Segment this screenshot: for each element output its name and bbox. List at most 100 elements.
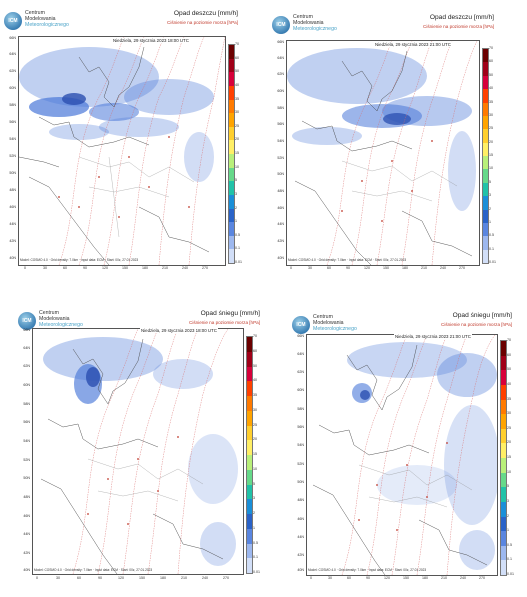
colorbar-segment: [483, 209, 488, 223]
colorbar-label: 10: [507, 469, 511, 474]
borders: [358, 464, 473, 508]
colorbar-segment: [483, 142, 488, 156]
precip-map-svg: [312, 335, 497, 575]
colorbar-segment: [501, 355, 506, 371]
colorbar-label: 15: [253, 452, 257, 456]
colorbar-segment: [501, 472, 506, 488]
colorbar-segment: [483, 115, 488, 130]
colorbar-segment: [501, 443, 506, 458]
borders: [87, 458, 204, 502]
colorbar-label: 0.01: [489, 260, 496, 264]
model-footer: Model: COSMO 4.0 · Grid density: 7.0km ·…: [34, 568, 153, 572]
colorbar-label: 40: [253, 378, 257, 383]
colorbar-label: 5: [507, 484, 509, 489]
colorbar-label: 10: [489, 166, 493, 171]
city-markers: [358, 442, 448, 531]
colorbar-label: 20: [235, 137, 239, 142]
colorbar-label: 30: [489, 112, 493, 117]
colorbar-segment: [501, 399, 506, 415]
logo-line3: Meteorologicznego: [25, 22, 69, 29]
colorbar-segment: [247, 484, 252, 500]
colorbar-segment: [501, 501, 506, 517]
colorbar-segment: [247, 425, 252, 441]
model-footer: Model: COSMO 4.0 · Grid density: 7.0km ·…: [288, 258, 407, 262]
icm-badge: ICM: [272, 16, 290, 34]
logo-line1: Centrum: [25, 10, 45, 16]
colorbar-label: 1: [253, 525, 255, 530]
logo-line2: Modelowania: [293, 20, 324, 27]
colorbar-segment: [247, 514, 252, 529]
colorbar-label: 50: [253, 363, 257, 368]
colorbar-segment: [229, 167, 234, 182]
map-title: Opad deszczu [mm/h]: [429, 14, 494, 21]
isobars: [341, 335, 496, 575]
precip-field: [347, 342, 497, 570]
colorbar-label: 5: [235, 178, 237, 183]
precip-field: [43, 337, 238, 566]
colorbar-label: 1: [489, 219, 491, 224]
colorbar-label: 0.01: [253, 570, 260, 574]
colorbar-label: 40: [507, 381, 511, 386]
colorbar-label: 2: [253, 511, 255, 515]
colorbar-label: 0.1: [489, 246, 494, 251]
coastlines: [312, 344, 488, 575]
colorbar-label: 3: [489, 193, 491, 198]
colorbar-segment: [483, 62, 488, 76]
icm-badge: ICM: [18, 312, 36, 330]
precip-map-svg: [287, 41, 478, 265]
colorbar-label: 2: [489, 206, 491, 211]
icm-badge: ICM: [4, 12, 22, 30]
colorbar-label: 0.1: [253, 555, 258, 560]
coastlines: [19, 46, 210, 265]
colorbar-label: 60: [235, 55, 239, 60]
logo-line2: Modelowania: [25, 16, 56, 23]
map-panel-rain-2100: ICM Centrum Modelowania Meteorologiczneg…: [270, 10, 498, 274]
colorbar: [500, 340, 507, 576]
map-panel-rain-1800: ICM Centrum Modelowania Meteorologiczneg…: [2, 6, 242, 274]
colorbar-segment: [247, 410, 252, 426]
colorbar-segment: [483, 49, 488, 63]
precip-map-svg: [19, 37, 225, 265]
colorbar-label: 35: [489, 99, 493, 104]
colorbar-segment: [247, 366, 252, 382]
colorbar-label: 0.1: [507, 557, 512, 562]
colorbar-label: 5: [489, 179, 491, 184]
logo-line2: Modelowania: [39, 316, 70, 323]
colorbar-segment: [247, 381, 252, 396]
colorbar-segment: [501, 428, 506, 444]
colorbar-label: 60: [507, 352, 511, 357]
city-markers: [58, 136, 190, 218]
colorbar-label: 35: [253, 393, 257, 397]
colorbar-segment: [501, 458, 506, 473]
colorbar-segment: [229, 194, 234, 209]
colorbar-segment: [247, 543, 252, 559]
precip-map-svg: [40, 329, 238, 574]
colorbar-label: 0.5: [253, 540, 258, 545]
logo-line1: Centrum: [313, 314, 333, 320]
icm-logo: ICM Centrum Modelowania Meteorologiczneg…: [292, 312, 382, 338]
precip-map: [306, 334, 498, 576]
colorbar-label: 10: [235, 164, 239, 169]
colorbar-label: 70: [235, 42, 239, 46]
colorbar-segment: [483, 89, 488, 103]
colorbar-label: 70: [489, 46, 493, 50]
colorbar-label: 0.01: [507, 572, 514, 576]
colorbar-segment: [501, 545, 506, 561]
forecast-date: Niedziela, 29 stycznia 2023 18:00 UTC: [140, 328, 218, 333]
colorbar-label: 3: [235, 191, 237, 196]
colorbar-segment: [247, 528, 252, 544]
colorbar-label: 30: [253, 407, 257, 412]
colorbar: [246, 336, 253, 574]
colorbar-label: 40: [235, 82, 239, 87]
map-subtitle: Ciśnienie na poziomie morza [hPa]: [167, 20, 238, 25]
colorbar-segment: [247, 558, 252, 573]
colorbar-label: 70: [253, 334, 257, 338]
colorbar-segment: [247, 396, 252, 411]
coastlines: [40, 338, 224, 574]
colorbar-segment: [229, 126, 234, 141]
colorbar-label: 25: [489, 126, 493, 131]
colorbar-segment: [501, 414, 506, 429]
colorbar: [482, 48, 489, 264]
precip-map: [18, 36, 226, 266]
colorbar-segment: [501, 560, 506, 575]
